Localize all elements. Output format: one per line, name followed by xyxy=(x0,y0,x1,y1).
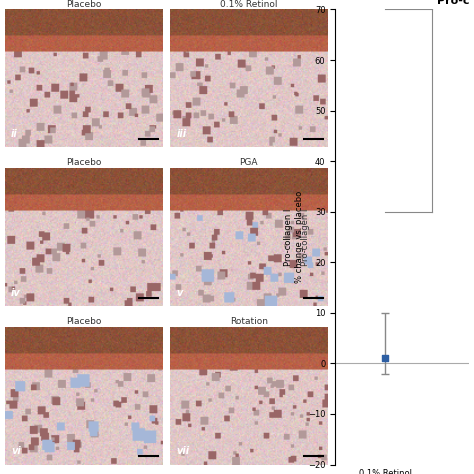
Title: Placebo: Placebo xyxy=(66,158,101,167)
Text: ii: ii xyxy=(11,129,18,139)
Title: PGA: PGA xyxy=(239,158,258,167)
Text: iii: iii xyxy=(176,129,186,139)
Text: vii: vii xyxy=(176,446,190,456)
Point xyxy=(382,355,389,362)
Text: v: v xyxy=(176,288,182,298)
Text: Pro-collagen I: Pro-collagen I xyxy=(301,208,310,266)
Title: Rotation: Rotation xyxy=(230,317,268,326)
Title: 0.1% Retinol: 0.1% Retinol xyxy=(220,0,278,9)
Text: iv: iv xyxy=(11,288,21,298)
Y-axis label: Pro-collagen I
% change vs. placebo: Pro-collagen I % change vs. placebo xyxy=(284,191,304,283)
Text: vi: vi xyxy=(11,446,21,456)
Text: Pro-c: Pro-c xyxy=(437,0,469,6)
Title: Placebo: Placebo xyxy=(66,317,101,326)
Title: Placebo: Placebo xyxy=(66,0,101,9)
